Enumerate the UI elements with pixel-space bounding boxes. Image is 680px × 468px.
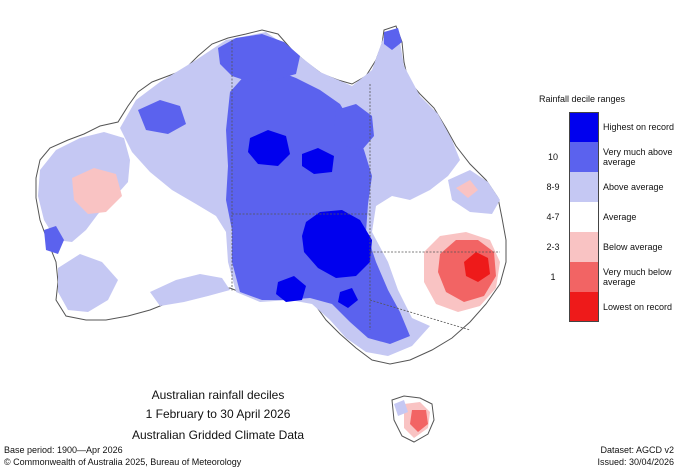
very-much-above-top-end [218, 34, 300, 82]
legend-row-average: 4-7 Average [539, 202, 679, 232]
below-average-tasmania-area [456, 180, 478, 198]
map-title: Australian rainfall deciles [151, 388, 285, 402]
legend-decile: 10 [547, 152, 558, 162]
map-source: Australian Gridded Climate Data [131, 428, 305, 442]
tasmania-very-much-below [410, 410, 428, 432]
dataset: Dataset: AGCD v2 [600, 445, 674, 455]
legend-decile: 2-3 [546, 242, 560, 252]
legend-swatch [569, 112, 599, 142]
legend-label: Lowest on record [603, 302, 673, 312]
very-much-above-gulf [334, 104, 374, 150]
legend-label: Very much above average [603, 147, 673, 167]
legend-swatch [569, 232, 599, 262]
tasmania [391, 395, 435, 443]
above-average-southwest [58, 254, 118, 312]
highest-record-tanami [248, 130, 290, 166]
above-average-south-coast [150, 274, 230, 306]
legend-row-lowest: Lowest on record [539, 292, 679, 322]
highest-record-south [276, 276, 306, 302]
legend-decile: 8-9 [546, 182, 560, 192]
legend-decile [539, 112, 567, 142]
copyright: © Commonwealth of Australia 2025, Bureau… [4, 457, 242, 467]
very-much-above-kimberley [138, 100, 186, 134]
legend-row-highest: Highest on record [539, 112, 679, 142]
state-borders [231, 40, 500, 331]
highest-record-south-2 [338, 288, 358, 308]
map-period: 1 February to 30 April 2026 [145, 407, 291, 421]
legend-label: Average [603, 212, 637, 222]
highest-record-barkly [302, 148, 334, 174]
very-much-above-west-coast [44, 226, 64, 254]
legend-label: Highest on record [603, 122, 675, 132]
base-period: Base period: 1900—Apr 2026 [4, 445, 123, 455]
legend-decile: 4-7 [546, 212, 560, 222]
very-much-above-cape [384, 28, 402, 50]
legend-swatch [569, 292, 599, 322]
legend-title: Rainfall decile ranges [539, 94, 626, 104]
lowest-record-east [464, 252, 490, 282]
legend-row-very-much-below: 1 Very much below average [539, 262, 679, 292]
tasmania-above [394, 400, 408, 416]
legend-row-below: 2-3 Below average [539, 232, 679, 262]
legend-decile: 1 [550, 272, 556, 282]
legend-label: Below average [603, 242, 663, 252]
below-average-west-patch [72, 168, 122, 214]
legend-swatch [569, 142, 599, 172]
legend-swatch [569, 172, 599, 202]
legend-swatch [569, 202, 599, 232]
legend-label: Very much below average [603, 267, 672, 287]
legend-decile [539, 292, 567, 322]
legend-row-above: 8-9 Above average [539, 172, 679, 202]
highest-record-central [302, 210, 372, 278]
issued-date: Issued: 30/04/2026 [597, 457, 674, 467]
legend-swatch [569, 262, 599, 292]
legend-label: Above average [603, 182, 664, 192]
legend-row-very-much-above: 10 Very much above average [539, 142, 679, 172]
